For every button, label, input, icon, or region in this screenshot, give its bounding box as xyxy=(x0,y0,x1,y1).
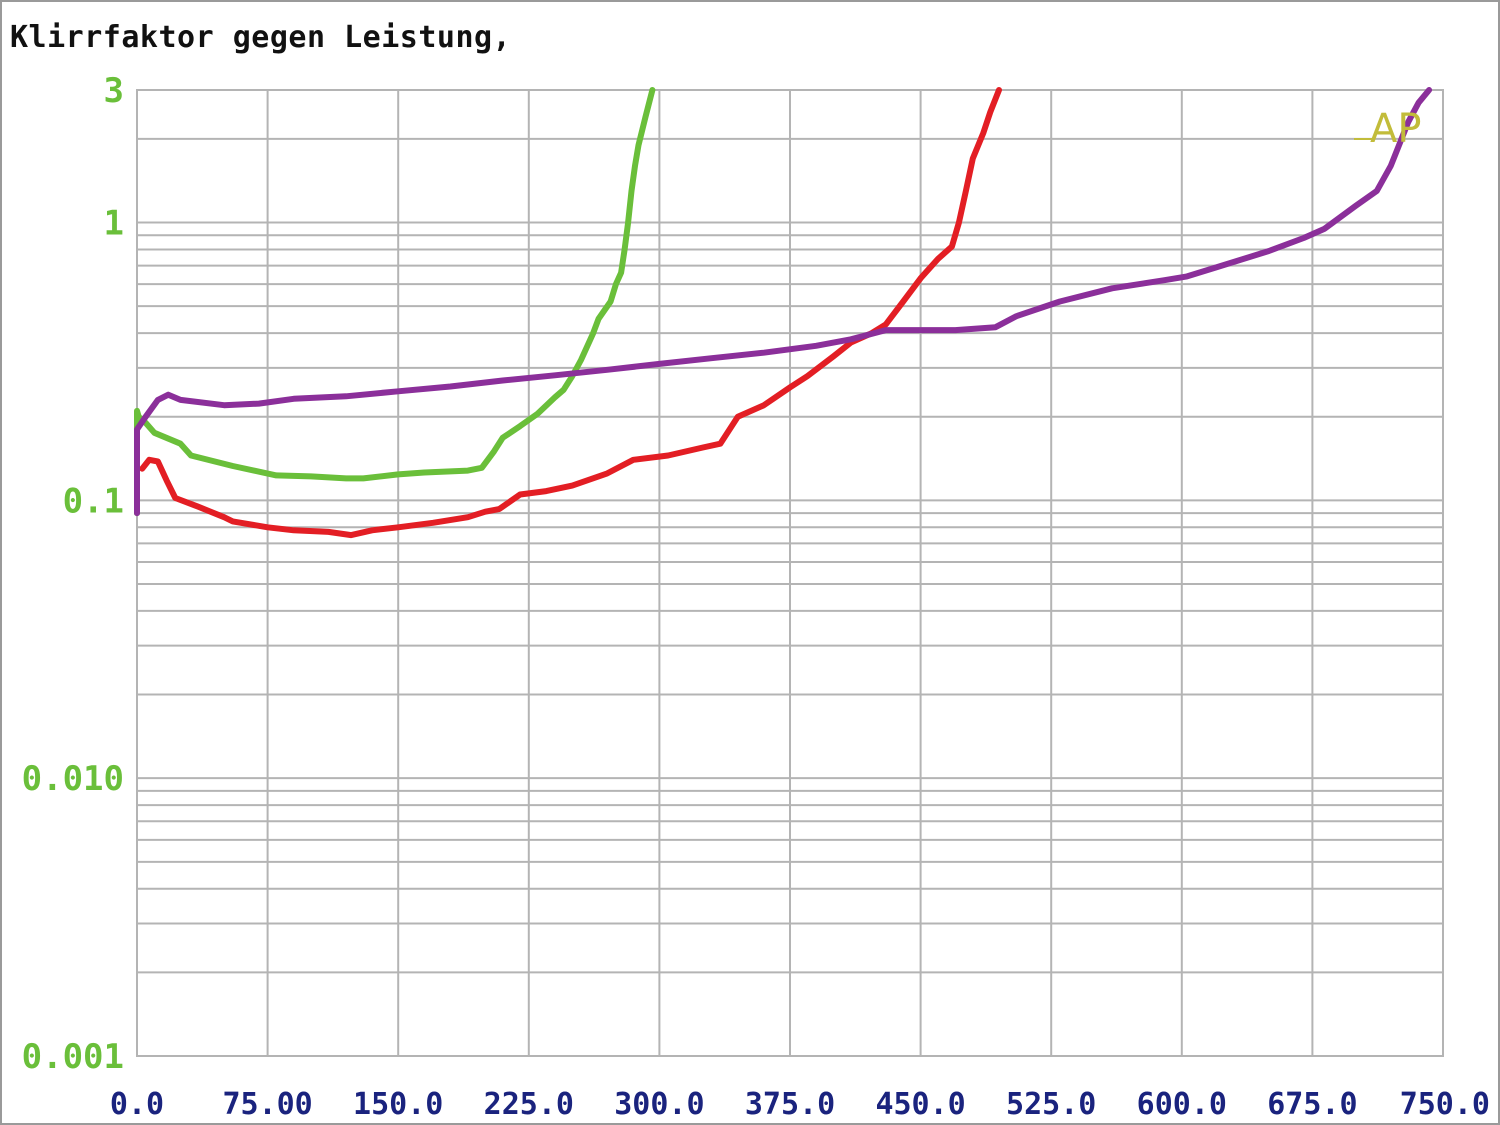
x-axis-tick-labels: 0.0 75.00 150.0 225.0 300.0 375.0 450.0 525.0 60… xyxy=(110,1087,1490,1122)
x-tick-label: 300.0 xyxy=(614,1087,704,1122)
chart-title: Klirrfaktor gegen Leistung, xyxy=(10,20,512,55)
ap-logo: AP xyxy=(1354,106,1421,152)
series-line xyxy=(134,87,1433,517)
x-tick-label: 0.0 xyxy=(110,1087,164,1122)
grid-layer xyxy=(136,89,1444,1057)
x-tick-label: 600.0 xyxy=(1137,1087,1227,1122)
x-tick-label: 450.0 xyxy=(875,1087,965,1122)
x-tick-label: 150.0 xyxy=(353,1087,443,1122)
x-tick-label: 525.0 xyxy=(1006,1087,1096,1122)
y-tick-label: 3 xyxy=(104,71,124,111)
y-tick-label: 0.001 xyxy=(22,1037,124,1077)
x-tick-label: 75.00 xyxy=(222,1087,312,1122)
x-tick-label: 225.0 xyxy=(484,1087,574,1122)
y-axis-tick-labels: 3 1 0.1 0.010 0.001 xyxy=(22,71,124,1077)
x-tick-label: 750.0 xyxy=(1400,1087,1490,1122)
x-tick-label: 375.0 xyxy=(745,1087,835,1122)
y-tick-label: 1 xyxy=(104,204,124,244)
ap-logo-text: AP xyxy=(1370,106,1421,152)
y-tick-label: 0.1 xyxy=(63,481,124,521)
series-layer xyxy=(134,87,1433,539)
series-line xyxy=(139,87,1002,539)
y-tick-label: 0.010 xyxy=(22,759,124,799)
series-line xyxy=(134,87,656,517)
x-tick-label: 675.0 xyxy=(1267,1087,1357,1122)
plot-area-border xyxy=(136,89,1444,1057)
